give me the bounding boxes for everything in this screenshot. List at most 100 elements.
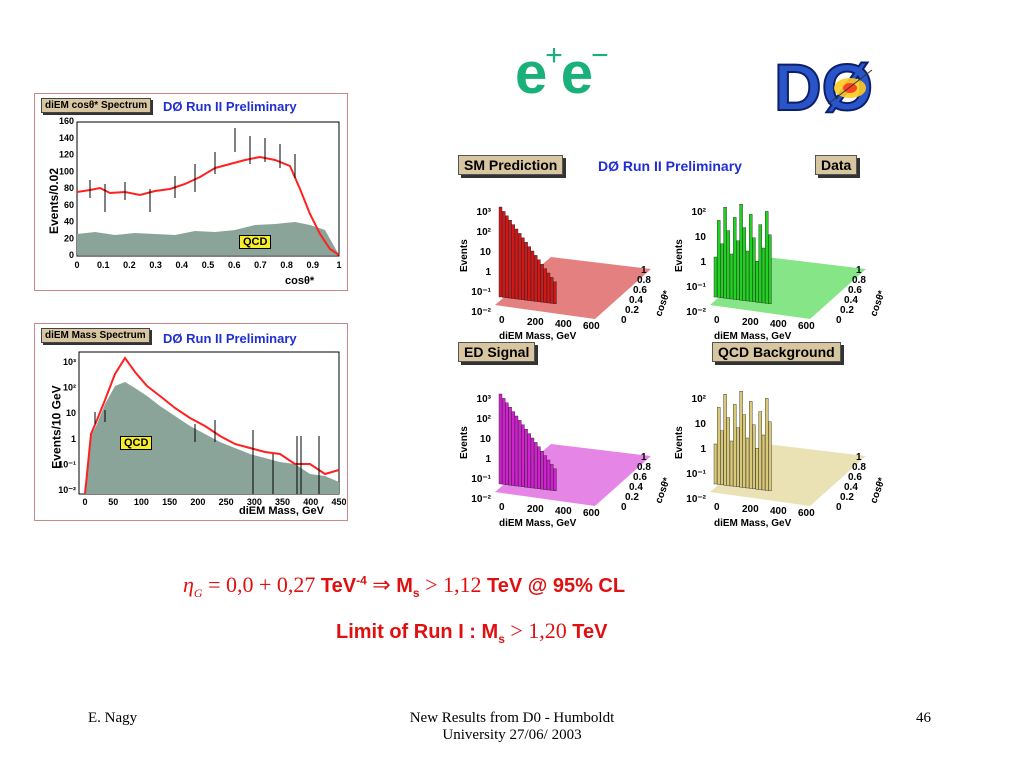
- lego-bar: [530, 437, 535, 489]
- footer-page-number: 46: [916, 710, 931, 726]
- d0-logo: DØ: [772, 49, 904, 125]
- lego-bar: [498, 393, 503, 485]
- x-tick-label: 150: [162, 497, 177, 507]
- cos-theta-chart: 0 20 40 60 80 100 120 140 160 0 0.1 0.2 0.3 0.4 0.5 0.…: [59, 116, 342, 270]
- lego-bar: [521, 237, 525, 300]
- x-tick-label: 0.1: [97, 260, 110, 270]
- lego-bar: [726, 417, 730, 486]
- lego-c-tick: 0.4: [844, 482, 858, 493]
- lego-bar: [748, 401, 753, 489]
- result-line-1: ηG = 0,0 + 0,27 TeV-4 ⇒ Ms > 1,12 TeV @ …: [183, 572, 626, 600]
- y-tick-label: 160: [59, 116, 74, 126]
- lego-x-tick: 0: [499, 502, 505, 513]
- lego-c-tick: 0: [621, 502, 627, 513]
- y-tick-label: 10⁻²: [58, 485, 76, 495]
- lego-bar: [745, 250, 750, 302]
- cos-theta-xticks: 0 0.1 0.2 0.3 0.4 0.5 0.6 0.7 0.8 0.9 1: [74, 260, 341, 270]
- lego-bar: [508, 220, 512, 299]
- lego-bar: [761, 434, 766, 491]
- y-tick-label: 0: [69, 250, 74, 260]
- mass-chart: 10⁻² 10⁻¹ 1 10 10² 10³ 0 50 100 150 200 250 300 350 4…: [58, 351, 347, 507]
- y-tick-label: 10: [66, 408, 76, 418]
- x-tick-label: 250: [219, 497, 234, 507]
- mass-yticks: 10⁻² 10⁻¹ 1 10 10² 10³: [58, 357, 76, 495]
- lego-bar: [505, 215, 509, 298]
- lego-clabel: cosθ*: [868, 476, 887, 505]
- lego-z-tick: 10²: [692, 207, 707, 218]
- lego-c-tick: 0.2: [840, 492, 854, 503]
- lego-x-tick: 400: [555, 506, 572, 517]
- lego-bar: [527, 246, 532, 301]
- x-tick-label: 0.2: [123, 260, 136, 270]
- y-tick-label: 100: [59, 166, 74, 176]
- y-tick-label: 40: [64, 217, 74, 227]
- lego-x-tick: 600: [583, 321, 600, 332]
- lego-z-tick: 10²: [692, 394, 707, 405]
- lego-bar: [752, 424, 756, 489]
- y-tick-label: 140: [59, 133, 74, 143]
- lego-bar: [508, 407, 512, 486]
- lego-c-tick: 0.4: [844, 295, 858, 306]
- x-tick-label: 200: [190, 497, 205, 507]
- lego-c-tick: 0.4: [629, 295, 643, 306]
- lego-bar: [739, 391, 743, 488]
- lego-x-tick: 200: [527, 504, 544, 515]
- x-tick-label: 1: [336, 260, 341, 270]
- lego-bar: [549, 464, 554, 491]
- lego-bar: [755, 447, 759, 490]
- cos-theta-prelim: DØ Run II Preliminary: [163, 99, 297, 114]
- lego-bar: [518, 420, 522, 487]
- y-tick-label: 10²: [63, 383, 76, 393]
- lego-bar: [758, 411, 763, 490]
- y-tick-label: 80: [64, 183, 74, 193]
- lego-bar: [755, 260, 759, 303]
- lego-bar: [713, 256, 718, 298]
- lego-x-tick: 600: [798, 508, 815, 519]
- lego-bar: [527, 433, 532, 488]
- lego-c-tick: 0: [621, 315, 627, 326]
- slide-title: e+e−: [515, 38, 609, 106]
- y-tick-label: 10³: [63, 357, 76, 367]
- lego-bar: [549, 277, 554, 304]
- x-tick-label: 350: [275, 497, 290, 507]
- lego-bar: [761, 247, 766, 304]
- lego-z-tick: 10: [480, 434, 492, 445]
- cos-theta-plot: diEM cosθ* Spectrum DØ Run II Preliminar…: [34, 93, 348, 291]
- lego-bar: [502, 398, 506, 485]
- mass-tag: diEM Mass Spectrum: [41, 328, 150, 343]
- lego-bar: [758, 224, 763, 303]
- x-tick-label: 0.6: [228, 260, 241, 270]
- y-tick-label: 120: [59, 150, 74, 160]
- lego-bar: [533, 442, 538, 489]
- lego-z-tick: 10²: [477, 414, 492, 425]
- lego-z-tick: 1: [700, 444, 706, 455]
- cos-theta-tag: diEM cosθ* Spectrum: [41, 98, 152, 113]
- lego-bar: [729, 440, 734, 487]
- lego-bar: [768, 421, 772, 491]
- lego-bar: [533, 255, 538, 302]
- lego-bar: [540, 450, 544, 490]
- lego-z-tick: 10⁻²: [686, 494, 706, 505]
- lego-x-tick: 0: [499, 315, 505, 326]
- lego-z-tick: 10: [480, 247, 492, 258]
- x-tick-label: 0.4: [176, 260, 189, 270]
- lego-bar: [745, 437, 750, 489]
- lego-bar: [505, 402, 509, 485]
- lego-bar: [511, 224, 515, 299]
- lego-x-tick: 600: [798, 321, 815, 332]
- lego-tag: ED Signal: [458, 342, 536, 362]
- lego-ylabel: Events: [674, 426, 685, 459]
- lego-ylabel: Events: [459, 239, 470, 272]
- lego-bar: [723, 394, 727, 486]
- lego-bar: [518, 233, 522, 300]
- footer-title: New Results from D0 - Humboldt University…: [409, 710, 615, 743]
- lego-c-tick: 1: [641, 265, 647, 276]
- lego-z-tick: 1: [700, 257, 706, 268]
- result-line-2: Limit of Run I : Ms > 1,20 TeV: [336, 618, 608, 646]
- mass-xlabel: diEM Mass, GeV: [239, 505, 324, 517]
- mass-plot: diEM Mass Spectrum DØ Run II Preliminary…: [34, 323, 348, 521]
- x-tick-label: 50: [108, 497, 118, 507]
- cos-theta-yticks: 0 20 40 60 80 100 120 140 160: [59, 116, 74, 260]
